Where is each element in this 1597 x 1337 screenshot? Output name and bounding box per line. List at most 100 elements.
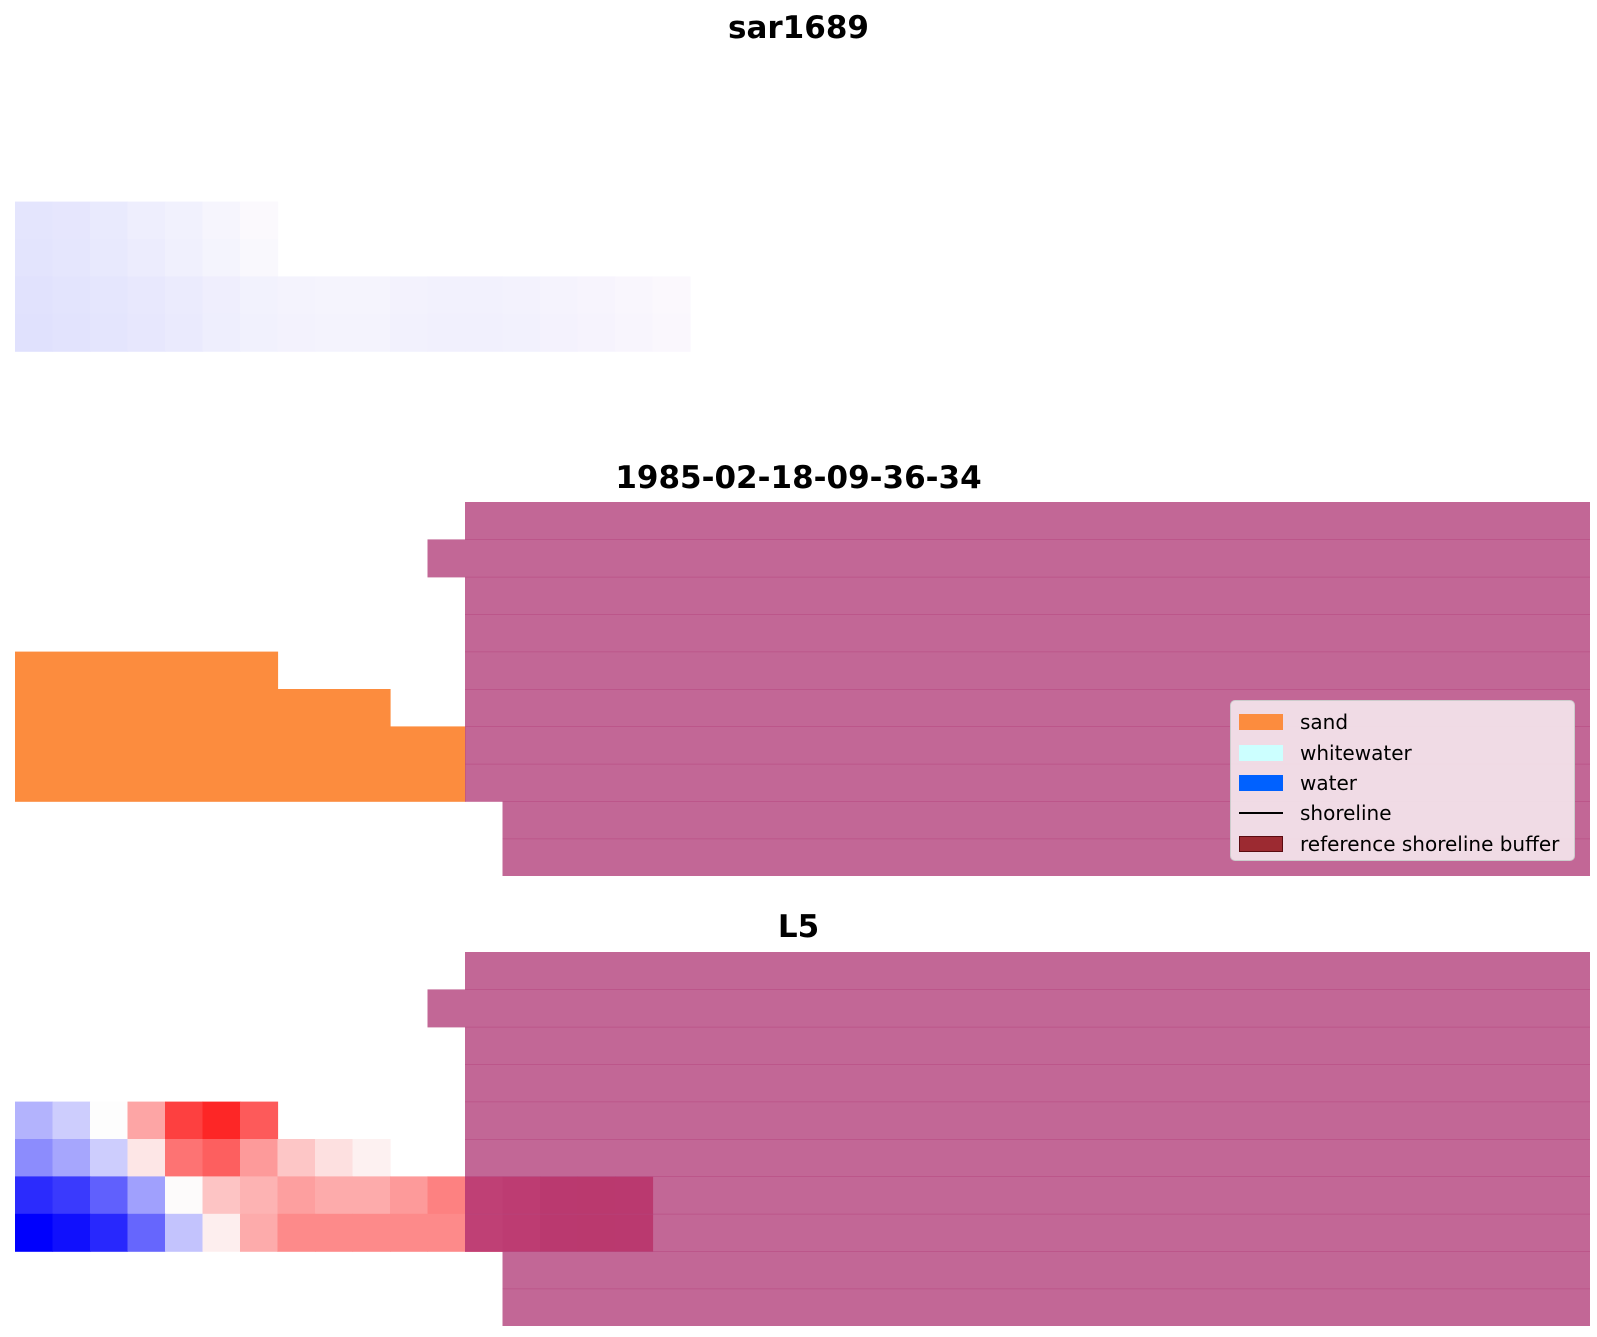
legend-label-shoreline: shoreline [1300, 801, 1392, 826]
heatmap-cell [127, 1176, 166, 1215]
heatmap-cell [240, 239, 279, 277]
heatmap-cell [315, 313, 354, 352]
buffer-overlay-cell [465, 651, 1590, 690]
buffer-overlay-cell [502, 1288, 1590, 1326]
heatmap-cell [240, 276, 279, 315]
legend-label-reference-shoreline-buffer: reference shoreline buffer [1300, 831, 1560, 856]
heatmap-cell [315, 1213, 354, 1252]
heatmap-cell [352, 1176, 391, 1215]
heatmap-cell [165, 1139, 204, 1177]
heatmap-cell [390, 313, 429, 352]
buffer-overlay-cell [465, 1101, 1590, 1140]
heatmap-cell [277, 1139, 316, 1177]
heatmap-cell [202, 1213, 241, 1252]
legend: sand whitewater water shoreline referenc… [1230, 700, 1575, 861]
heatmap-cell [427, 1213, 466, 1252]
heatmap-cell [540, 313, 579, 352]
heatmap-cell [90, 1101, 129, 1140]
heatmap-cell [52, 1139, 91, 1177]
heatmap-cell [502, 276, 541, 315]
buffer-overlay-cell [502, 1251, 1590, 1290]
heatmap-cell [127, 1101, 166, 1140]
heatmap-cell [15, 1101, 54, 1140]
heatmap-cell [615, 313, 654, 352]
heatmap-cell [240, 1176, 279, 1215]
heatmap-cell [502, 313, 541, 352]
heatmap-panel-sar1689 [15, 201, 691, 352]
legend-item-whitewater: whitewater [1239, 737, 1574, 767]
heatmap-cell [202, 1101, 241, 1140]
heatmap-cell [127, 313, 166, 352]
buffer-overlay-cell [465, 1139, 1590, 1177]
legend-item-reference-shoreline-buffer: reference shoreline buffer [1239, 829, 1574, 859]
buffer-overlay-cell [465, 1176, 1590, 1215]
heatmap-cell [352, 1139, 391, 1177]
legend-item-shoreline: shoreline [1239, 798, 1574, 828]
heatmap-cell [52, 1213, 91, 1252]
buffer-overlay-cell [427, 989, 1590, 1028]
heatmap-cell [165, 313, 204, 352]
heatmap-cell [90, 239, 129, 277]
legend-label-water: water [1300, 770, 1357, 795]
buffer-overlay-cell [465, 1064, 1590, 1103]
heatmap-cell [52, 276, 91, 315]
heatmap-cell [127, 239, 166, 277]
heatmap-cell [15, 763, 466, 802]
heatmap-cell [15, 313, 54, 352]
heatmap-cell [90, 276, 129, 315]
heatmap-cell [615, 276, 654, 315]
heatmap-cell [90, 1139, 129, 1177]
heatmap-cell [277, 1176, 316, 1215]
heatmap-cell [15, 726, 466, 765]
heatmap-cell [15, 1176, 54, 1215]
heatmap-cell [427, 313, 466, 352]
legend-swatch-sand [1239, 714, 1283, 731]
heatmap-cell [240, 201, 279, 240]
heatmap-cell [202, 1139, 241, 1177]
heatmap-cell [352, 1213, 391, 1252]
heatmap-cell [165, 239, 204, 277]
heatmap-cell [202, 313, 241, 352]
legend-label-whitewater: whitewater [1300, 740, 1412, 765]
heatmap-cell [90, 313, 129, 352]
heatmap-cell [652, 276, 691, 315]
heatmap-cell [540, 276, 579, 315]
heatmap-cell [577, 276, 616, 315]
heatmap-cell [52, 313, 91, 352]
heatmap-cell [390, 1176, 429, 1215]
heatmap-cell [52, 201, 91, 240]
heatmap-cell [52, 1101, 91, 1140]
heatmap-cell [202, 239, 241, 277]
heatmap-cell [315, 276, 354, 315]
heatmap-cell [90, 201, 129, 240]
heatmap-cell [90, 1213, 129, 1252]
heatmap-cell [15, 1213, 54, 1252]
legend-swatch-whitewater [1239, 744, 1283, 761]
panel-title-sar1689: sar1689 [728, 10, 869, 46]
heatmap-cell [277, 276, 316, 315]
heatmap-cell [240, 313, 279, 352]
heatmap-cell [240, 1213, 279, 1252]
heatmap-cell [165, 1101, 204, 1140]
heatmap-cell [127, 201, 166, 240]
heatmap-cell [15, 201, 54, 240]
heatmap-panel-l5 [15, 952, 1590, 1326]
heatmap-cell [127, 276, 166, 315]
heatmap-cell [202, 201, 241, 240]
legend-item-sand: sand [1239, 707, 1574, 737]
heatmap-cell [427, 276, 466, 315]
legend-line-shoreline [1239, 812, 1283, 815]
heatmap-cell [15, 689, 391, 727]
heatmap-cell [127, 1139, 166, 1177]
heatmap-cell [465, 313, 504, 352]
heatmap-cell [577, 313, 616, 352]
heatmap-cell [165, 1213, 204, 1252]
heatmap-cell [15, 239, 54, 277]
heatmap-cell [52, 239, 91, 277]
heatmap-cell [652, 313, 691, 352]
heatmap-cell [52, 1176, 91, 1215]
heatmap-cell [202, 276, 241, 315]
buffer-overlay-cell [465, 952, 1590, 990]
heatmap-cell [15, 1139, 54, 1177]
legend-item-water: water [1239, 768, 1574, 798]
